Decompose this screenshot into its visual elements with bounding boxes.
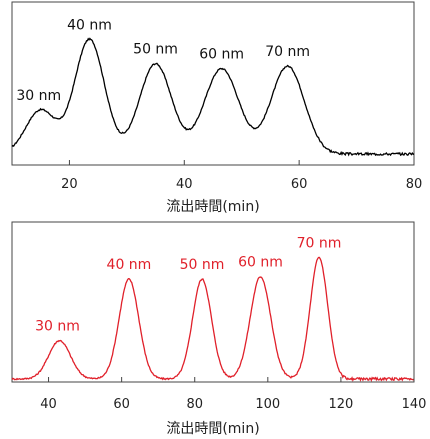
peak-label: 30 nm (35, 319, 80, 335)
x-tick-label: 80 (406, 177, 423, 192)
peak-label: 50 nm (133, 42, 178, 58)
x-axis-title-bottom: 流出時間(min) (166, 421, 259, 437)
peak-label: 60 nm (199, 47, 244, 63)
x-tick-label: 60 (113, 397, 130, 412)
x-tick-label: 60 (291, 177, 308, 192)
x-tick-label: 100 (255, 397, 280, 412)
x-tick-label: 140 (402, 397, 427, 412)
series-line-top (11, 37, 415, 157)
x-tick-label: 80 (186, 397, 203, 412)
peak-label: 50 nm (180, 257, 225, 273)
x-tick-label: 40 (40, 397, 57, 412)
series-line-bottom (11, 256, 415, 382)
peak-label: 40 nm (67, 17, 112, 33)
x-axis-title-top: 流出時間(min) (166, 199, 259, 215)
peak-label: 60 nm (238, 255, 283, 271)
peak-label: 70 nm (265, 44, 310, 60)
chart-top: 20 40 60 80 30 nm 40 nm 50 nm 60 nm 70 nm 流出時間(… (11, 1, 423, 215)
plot-frame-top (11, 1, 415, 166)
plot-frame-bottom (11, 221, 415, 383)
x-tick-label: 120 (328, 397, 353, 412)
peak-label: 40 nm (107, 257, 152, 273)
x-tick-label: 40 (176, 177, 193, 192)
chart-bottom: 40 60 80 100 120 140 30 nm 40 nm 50 nm 60 nm 70 n… (11, 221, 427, 437)
peak-label: 70 nm (297, 235, 342, 251)
peak-label: 30 nm (16, 88, 61, 104)
x-tick-label: 20 (61, 177, 78, 192)
